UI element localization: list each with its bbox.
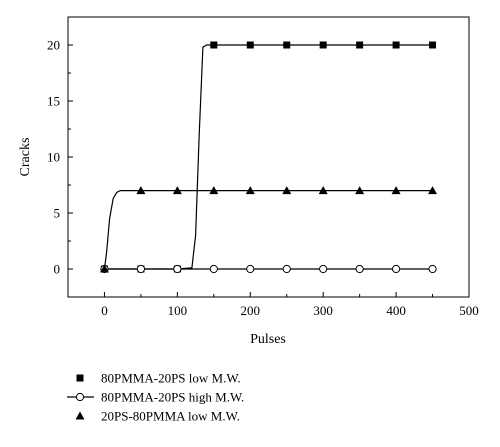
data-point [245,186,255,195]
data-point [318,186,328,195]
data-point [210,41,218,49]
data-point [209,186,219,195]
legend-marker [75,392,85,402]
x-tick-label: 500 [459,303,479,318]
data-point [392,41,400,49]
data-point [319,264,328,274]
legend-label: 80PMMA-20PS high M.W. [101,390,244,405]
plot-frame [67,16,470,298]
x-tick-label: 100 [168,303,188,318]
data-point [391,186,401,195]
y-tick-label: 20 [47,38,60,53]
data-point [356,41,364,49]
data-point [99,264,109,273]
y-tick-label: 0 [54,262,61,277]
legend-label: 80PMMA-20PS low M.W. [101,371,241,386]
data-point [355,186,365,195]
data-point [246,264,255,274]
x-tick-label: 400 [386,303,406,318]
y-tick-label: 10 [47,150,60,165]
data-point [136,264,146,274]
legend: 80PMMA-20PS low M.W. 80PMMA-20PS high M.W… [67,371,244,424]
y-tick-label: 15 [47,94,60,109]
data-point [172,186,182,195]
data-point [246,41,254,49]
x-tick-label: 0 [101,303,108,318]
x-tick-label: 200 [241,303,261,318]
legend-marker [76,374,84,382]
data-point [282,186,292,195]
data-point [428,264,437,274]
x-axis: 0 100 200 300 400 500 [67,292,479,318]
data-point [319,41,327,49]
y-axis-label: Cracks [18,138,33,177]
data-point [428,186,438,195]
data-point [173,264,182,274]
data-point [429,41,437,49]
series-line-1 [104,44,433,270]
legend-label: 20PS-80PMMA low M.W. [101,409,240,424]
legend-marker [75,411,85,420]
data-point [282,264,291,274]
data-point [209,264,218,274]
series-line-3 [103,190,433,270]
data-point [391,264,401,274]
series-layer [99,41,438,274]
x-axis-label: Pulses [250,332,286,347]
data-point [136,186,146,195]
y-axis: 0 5 10 15 20 [47,38,73,277]
data-point [283,41,291,49]
y-tick-label: 5 [54,206,61,221]
x-tick-label: 300 [313,303,333,318]
data-point [355,264,364,274]
